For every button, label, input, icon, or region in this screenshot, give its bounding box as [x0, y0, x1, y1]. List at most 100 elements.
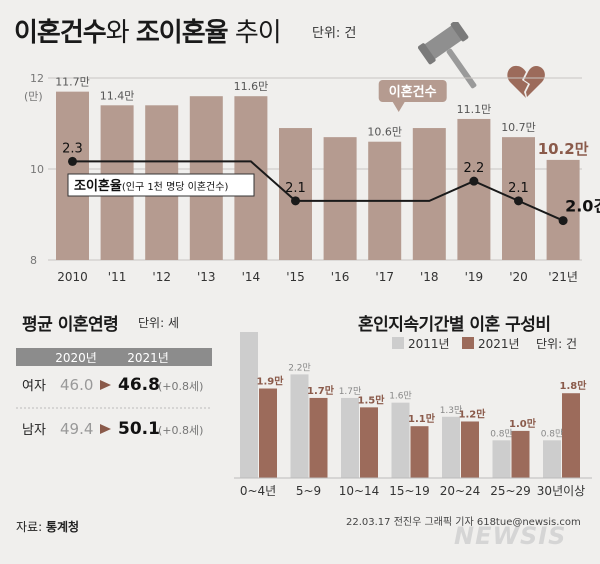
- table-value-2020: 46.0: [60, 376, 93, 394]
- x-tick-label: '21년: [548, 270, 578, 284]
- table-diff: (+0.8세): [158, 380, 203, 393]
- bar-data-label: 11.6만: [234, 80, 269, 93]
- x-tick-label: '17: [375, 270, 394, 284]
- table-row-label: 여자: [22, 379, 46, 394]
- x-tick-label: '16: [331, 270, 350, 284]
- bar-data-label: 11.4만: [100, 89, 135, 102]
- crude-rate-label: 2.1: [285, 181, 306, 196]
- crude-rate-point: [558, 216, 568, 226]
- avg-age-title: 평균 이혼연령: [22, 315, 119, 335]
- bar-data-label: 10.7만: [501, 121, 536, 134]
- x-tick-label: '15: [286, 270, 305, 284]
- x-tick-label: '12: [152, 270, 171, 284]
- x-tick-label: '14: [242, 270, 261, 284]
- arrow-icon: [100, 424, 111, 434]
- bar-divorce-count: [546, 159, 580, 260]
- x-tick-label: '19: [465, 270, 484, 284]
- table-value-2020: 49.4: [60, 420, 93, 438]
- arrow-icon: [100, 380, 111, 390]
- table-header-2020: 2020년: [55, 351, 97, 365]
- y-tick-label: 8: [30, 254, 37, 267]
- title-part-crude-divorce-rate: 조이혼율: [135, 18, 229, 48]
- y-tick-label: 12: [30, 72, 44, 85]
- bar-2021-label: 1.1만: [408, 412, 436, 425]
- legend-swatch: [462, 337, 474, 349]
- bar-2021-label: 1.5만: [358, 393, 386, 406]
- avg-age-unit: 단위: 세: [138, 316, 179, 330]
- bar-divorce-count: [279, 128, 312, 260]
- bar-2021: [259, 388, 277, 478]
- bar-2011-label: 2.2만: [288, 362, 311, 373]
- divorce-count-callout-pointer: [392, 102, 405, 112]
- x-tick-label: 2010: [57, 270, 88, 284]
- bar-2011-label: 1.3만: [440, 405, 463, 416]
- title-part-divorce-count: 이혼건수: [14, 18, 107, 48]
- duration-category-label: 25~29: [490, 484, 531, 498]
- newsis-watermark: NEWSIS: [454, 522, 567, 550]
- top-unit-label: 단위: 건: [312, 26, 357, 41]
- table-row-label: 남자: [22, 423, 46, 438]
- bar-2021-label: 1.2만: [459, 407, 487, 420]
- bar-2011: [240, 332, 258, 478]
- bar-2021: [461, 421, 479, 478]
- duration-category-label: 10~14: [339, 484, 380, 498]
- bar-2011: [290, 374, 309, 478]
- duration-chart-title: 혼인지속기간별 이혼 구성비: [358, 315, 551, 335]
- bar-divorce-count: [412, 128, 446, 260]
- crude-rate-point: [469, 176, 479, 186]
- bar-data-label: 10.6만: [367, 126, 402, 139]
- legend-label: 2011년: [408, 337, 450, 351]
- crude-rate-legend-box: [67, 173, 255, 197]
- title-part-and: 와: [105, 18, 136, 48]
- divorce-count-callout-text: 이혼건수: [389, 84, 437, 100]
- bar-2011: [442, 416, 460, 478]
- bar-2011: [391, 402, 410, 478]
- broken-heart-icon: [507, 65, 545, 98]
- bar-2021: [360, 407, 378, 478]
- bar-2021: [511, 430, 530, 478]
- duration-category-label: 30년이상: [537, 484, 585, 498]
- duration-unit-label: 단위: 건: [536, 337, 577, 351]
- bar-data-label: 11.1만: [457, 103, 492, 116]
- bar-data-label: 10.2만: [538, 140, 589, 158]
- bar-2021-label: 1.8만: [560, 379, 588, 392]
- legend-swatch: [392, 337, 404, 349]
- bar-data-label: 11.7만: [55, 76, 90, 89]
- bar-2011-label: 0.8만: [490, 428, 513, 439]
- bar-2011: [492, 440, 511, 478]
- crude-rate-legend-text: 조이혼율(인구 1천 명당 이혼건수): [74, 178, 228, 194]
- crude-rate-label: 2.0건: [565, 197, 600, 216]
- table-header-2021: 2021년: [127, 351, 169, 365]
- x-tick-label: '18: [420, 270, 439, 284]
- bar-2021: [309, 397, 328, 478]
- source-name: 통계청: [45, 520, 80, 534]
- crude-rate-point: [291, 196, 300, 206]
- bar-2011: [543, 440, 561, 478]
- crude-rate-line: [72, 160, 564, 222]
- y-unit-label: (만): [24, 90, 43, 103]
- bar-2021-label: 1.9만: [257, 375, 285, 388]
- duration-category-label: 15~19: [389, 484, 430, 498]
- table-value-2021: 46.8: [118, 375, 160, 395]
- y-tick-label: 10: [30, 163, 44, 176]
- credit-line: 22.03.17 전진우 그래픽 기자 618tue@newsis.com: [346, 517, 581, 528]
- source-label: 자료:: [16, 520, 46, 534]
- bar-2011-label: 1.7만: [339, 386, 362, 397]
- bar-2021: [410, 426, 429, 478]
- duration-category-label: 0~4년: [240, 484, 276, 498]
- crude-rate-point: [514, 196, 523, 206]
- x-tick-label: '11: [108, 270, 127, 284]
- duration-category-label: 20~24: [440, 484, 481, 498]
- legend-label: 2021년: [478, 337, 520, 351]
- bar-2021-label: 1.0만: [509, 417, 537, 430]
- bar-divorce-count: [457, 118, 491, 260]
- bar-2021-label: 1.7만: [307, 384, 335, 397]
- x-tick-label: '13: [197, 270, 216, 284]
- bar-2011: [341, 397, 359, 478]
- bar-2011-label: 1.6만: [389, 391, 412, 402]
- title-part-trend: 추이: [227, 18, 282, 48]
- bar-2011-label: 0.8만: [541, 428, 564, 439]
- crude-rate-label: 2.2: [464, 161, 485, 176]
